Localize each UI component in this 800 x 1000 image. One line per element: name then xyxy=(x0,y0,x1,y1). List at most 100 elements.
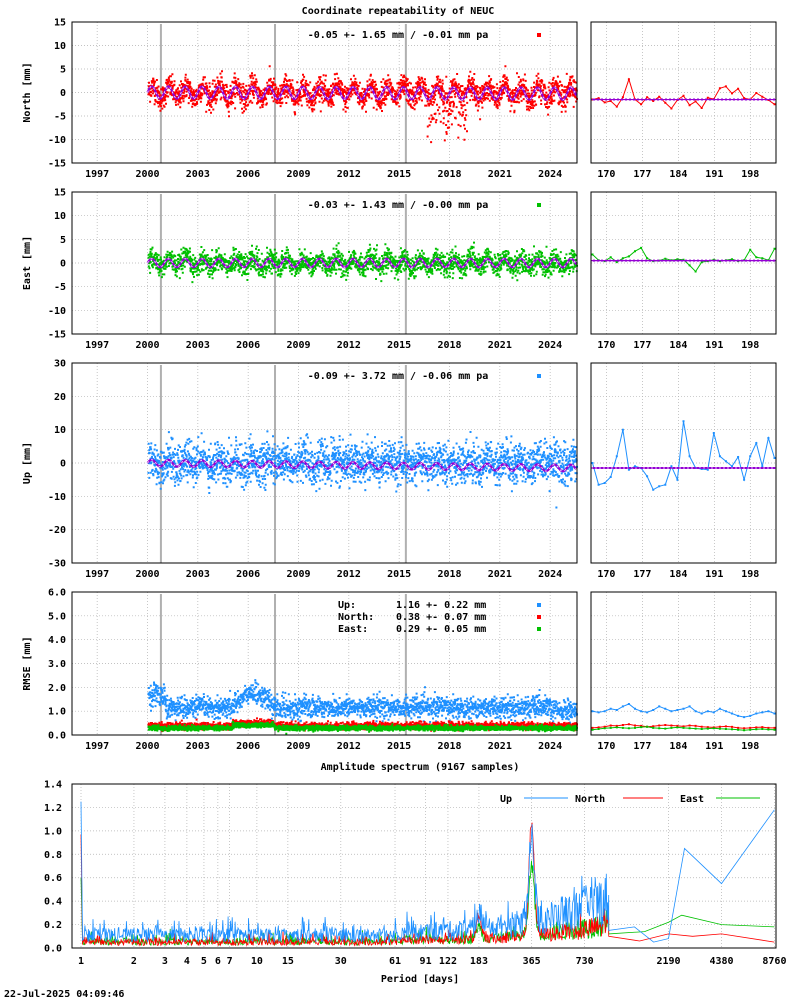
zoom-x-tick-label: 184 xyxy=(669,169,687,180)
x-tick-label: 1 xyxy=(78,956,84,967)
x-tick-label: 2009 xyxy=(286,340,310,351)
zoom-points-east xyxy=(591,246,776,273)
y-tick-label: 3.0 xyxy=(48,659,66,670)
y-axis-label: Up [mm] xyxy=(22,442,33,484)
spectrum-frame xyxy=(71,783,777,949)
zoom-x-tick-label: 191 xyxy=(705,169,723,180)
stats-legend-marker xyxy=(537,203,541,207)
x-tick-label: 2015 xyxy=(387,169,411,180)
x-tick-label: 2018 xyxy=(437,169,461,180)
x-tick-label: 30 xyxy=(335,956,347,967)
rmse-legend-value: 1.16 +- 0.22 mm xyxy=(396,600,486,611)
x-tick-label: 1997 xyxy=(85,169,109,180)
x-tick-label: 2 xyxy=(131,956,137,967)
zoom-rmse-points xyxy=(591,703,776,719)
plot-frame xyxy=(71,21,578,164)
x-tick-label: 2012 xyxy=(337,569,361,580)
spectrum-legend-up: Up xyxy=(500,794,512,805)
y-tick-label: 1.0 xyxy=(48,707,66,718)
x-tick-label: 2012 xyxy=(337,169,361,180)
panel-up: 30 20 10 0 -10 -20 -30 1997 2000 2003 2006 2009 2012… xyxy=(22,359,777,580)
x-tick-label: 2009 xyxy=(286,169,310,180)
x-tick-label: 2006 xyxy=(236,569,260,580)
y-axis-label: East [mm] xyxy=(22,236,33,290)
y-tick-label: -5 xyxy=(54,282,66,293)
zoom-x-tick-label: 191 xyxy=(705,569,723,580)
spectrum-line-up xyxy=(80,801,775,944)
y-tick-label: 15 xyxy=(54,188,66,199)
x-tick-label: 2018 xyxy=(437,569,461,580)
y-tick-label: 1.0 xyxy=(44,826,62,837)
x-tick-label: 2003 xyxy=(186,569,210,580)
y-tick-label: -30 xyxy=(48,559,66,570)
zoom-model-points xyxy=(593,259,775,262)
x-tick-label: 730 xyxy=(576,956,594,967)
x-tick-label: 2006 xyxy=(236,340,260,351)
panel-north: 15 10 5 0 -5 -10 -15 1997 2000 2003 2006 2009 2012 20… xyxy=(22,18,777,180)
zoom-x-tick-label: 170 xyxy=(597,569,615,580)
x-tick-label: 2003 xyxy=(186,340,210,351)
y-tick-label: 0 xyxy=(60,88,66,99)
stats-label: -0.09 +- 3.72 mm / -0.06 mm pa xyxy=(308,371,489,382)
x-tick-label: 2000 xyxy=(135,340,159,351)
rmse-legend-label: East: xyxy=(338,624,368,635)
x-tick-label: 2015 xyxy=(387,340,411,351)
rmse-legend-marker xyxy=(537,603,541,607)
x-tick-label: 2018 xyxy=(437,340,461,351)
x-tick-label: 2003 xyxy=(186,169,210,180)
zoom-x-tick-label: 191 xyxy=(705,741,723,752)
y-tick-label: 5.0 xyxy=(48,611,66,622)
x-tick-label: 10 xyxy=(251,956,263,967)
x-tick-label: 365 xyxy=(523,956,541,967)
x-tick-label: 2012 xyxy=(337,340,361,351)
spectrum-xlabel: Period [days] xyxy=(381,973,459,985)
data-points-north xyxy=(147,65,578,144)
x-tick-label: 15 xyxy=(282,956,294,967)
data-points-up xyxy=(147,430,578,509)
zoom-x-tick-label: 177 xyxy=(633,340,651,351)
scatter-points xyxy=(147,65,578,144)
zoom-x-tick-label: 198 xyxy=(741,569,759,580)
zoom-points-north xyxy=(591,78,776,110)
spectrum-line-north xyxy=(80,822,775,947)
y-tick-label: -20 xyxy=(48,525,66,536)
y-tick-label: -15 xyxy=(48,159,66,170)
zoom-model-points xyxy=(593,98,775,101)
zoom-series-north xyxy=(592,77,775,110)
rmse-points-up xyxy=(147,679,578,727)
x-tick-label: 2021 xyxy=(488,569,512,580)
y-axis-label: RMSE [mm] xyxy=(22,636,33,690)
x-tick-label: 2015 xyxy=(387,569,411,580)
x-tick-label: 2012 xyxy=(337,741,361,752)
rmse-points-east xyxy=(147,720,578,735)
y-tick-label: 4.0 xyxy=(48,635,66,646)
y-tick-label: 30 xyxy=(54,359,66,370)
zoom-frame xyxy=(590,191,777,335)
x-tick-label: 2021 xyxy=(488,741,512,752)
y-tick-label: 20 xyxy=(54,392,66,403)
rmse-legend-value: 0.38 +- 0.07 mm xyxy=(396,612,486,623)
x-tick-label: 2021 xyxy=(488,340,512,351)
x-tick-label: 2024 xyxy=(538,569,562,580)
zoom-x-tick-label: 198 xyxy=(741,169,759,180)
zoom-x-tick-label: 177 xyxy=(633,741,651,752)
y-tick-label: -10 xyxy=(48,135,66,146)
zoom-x-tick-label: 198 xyxy=(741,340,759,351)
model-curve-highlight xyxy=(147,258,577,268)
x-tick-label: 6 xyxy=(215,956,221,967)
y-tick-label: 10 xyxy=(54,211,66,222)
x-tick-label: 1997 xyxy=(85,741,109,752)
plot-frame xyxy=(71,362,578,564)
figure-title: Coordinate repeatability of NEUC xyxy=(302,5,495,17)
x-tick-label: 2015 xyxy=(387,741,411,752)
x-tick-label: 4380 xyxy=(709,956,733,967)
x-tick-label: 2018 xyxy=(437,741,461,752)
zoom-points-up xyxy=(591,420,776,491)
x-tick-label: 61 xyxy=(389,956,401,967)
x-tick-label: 2021 xyxy=(488,169,512,180)
y-tick-label: -10 xyxy=(48,306,66,317)
stats-legend-marker xyxy=(537,33,541,37)
y-tick-label: 0 xyxy=(60,459,66,470)
rmse-points-north xyxy=(147,717,578,733)
